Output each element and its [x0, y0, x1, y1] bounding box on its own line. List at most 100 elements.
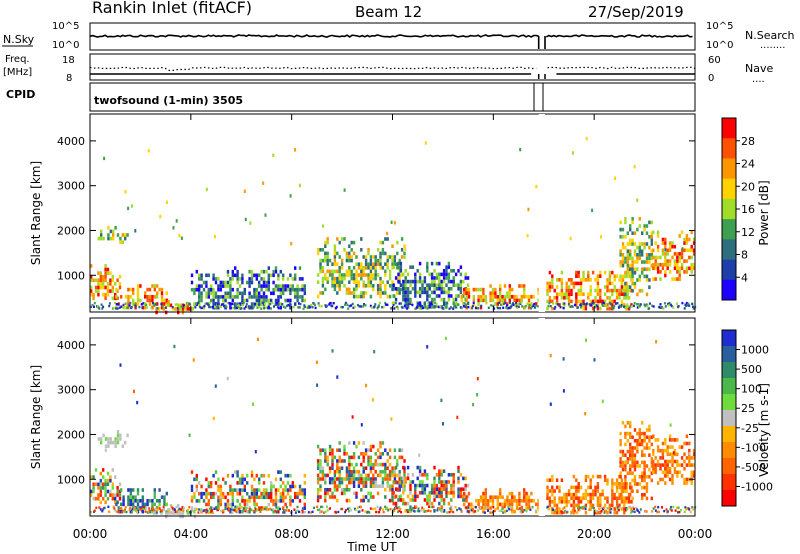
echo-cell	[397, 506, 400, 509]
echo-cell	[440, 290, 443, 295]
echo-cell	[681, 301, 684, 305]
echo-cell	[340, 262, 344, 266]
echo-cell	[333, 276, 337, 281]
echo-cell	[321, 477, 325, 481]
echo-cell	[638, 253, 641, 257]
colorbar-segment	[722, 490, 736, 507]
x-axis-label: Time UT	[346, 540, 397, 554]
echo-cell	[472, 509, 475, 514]
echo-cell	[428, 305, 431, 309]
echo-cell	[253, 502, 256, 507]
echo-cell	[587, 303, 590, 306]
echo-cell	[104, 444, 108, 448]
echo-cell	[421, 491, 424, 495]
echo-cell	[575, 296, 578, 300]
echo-cell	[217, 277, 220, 281]
echo-cell	[453, 303, 456, 306]
echo-cell	[423, 276, 427, 280]
echo-cell	[399, 261, 403, 266]
echo-cell	[297, 306, 300, 309]
echo-cell	[683, 237, 686, 242]
echo-cell	[222, 284, 225, 288]
echo-cell	[658, 306, 661, 309]
echo-cell	[388, 473, 392, 478]
echo-cell	[496, 495, 499, 499]
echo-cell	[509, 505, 512, 509]
echo-cell	[484, 495, 487, 499]
echo-cell	[272, 269, 275, 274]
echo-cell	[636, 267, 639, 271]
echo-cell	[142, 505, 145, 509]
echo-cell	[392, 294, 395, 298]
echo-cell	[294, 295, 297, 299]
echo-cell	[212, 295, 215, 299]
echo-cell	[352, 477, 356, 481]
echo-cell	[277, 273, 280, 278]
echo-cell	[391, 488, 394, 492]
echo-cell	[279, 302, 282, 306]
echo-cell	[165, 491, 168, 496]
echo-cell	[394, 494, 398, 499]
echo-cell	[428, 494, 431, 499]
echo-cell	[428, 283, 431, 287]
echo-cell	[594, 509, 597, 512]
echo-cell	[91, 304, 94, 307]
echo-cell	[570, 278, 573, 282]
colorbar-segment	[722, 198, 736, 220]
echo-cell	[238, 507, 241, 511]
echo-cell	[435, 272, 439, 277]
echo-cell	[210, 284, 213, 288]
echo-cell	[362, 441, 365, 445]
echo-cell	[111, 296, 114, 301]
echo-cell	[134, 304, 137, 308]
echo-cell	[338, 280, 341, 284]
echo-cell	[594, 278, 597, 282]
echo-cell	[116, 307, 119, 310]
echo-cell	[692, 452, 696, 457]
echo-cell	[619, 482, 622, 486]
echo-cell	[175, 505, 178, 509]
echo-cell	[641, 267, 644, 271]
echo-cell	[148, 302, 152, 306]
echo-cell	[274, 303, 277, 306]
echo-cell	[367, 273, 370, 277]
echo-cell	[457, 465, 460, 470]
echo-cell	[627, 500, 631, 504]
echo-cell	[234, 266, 237, 270]
echo-cell	[643, 245, 646, 250]
echo-cell	[212, 277, 215, 281]
echo-cell	[620, 281, 624, 286]
echo-cell	[262, 491, 266, 496]
echo-cell	[673, 244, 677, 249]
echo-cell	[530, 302, 533, 306]
echo-cell	[511, 502, 514, 507]
echo-cell	[528, 505, 531, 509]
echo-cell	[626, 253, 629, 257]
echo-cell	[331, 459, 334, 463]
echo-cell	[635, 506, 638, 510]
echo-cell	[572, 492, 576, 497]
echo-cell	[496, 306, 499, 310]
echo-cell	[190, 506, 194, 510]
echo-cell	[664, 302, 666, 305]
echo-cell	[97, 496, 100, 501]
echo-cell	[338, 240, 341, 245]
echo-cell	[263, 307, 266, 310]
echo-cell	[464, 305, 467, 308]
echo-cell	[485, 506, 488, 509]
echo-cell	[549, 305, 552, 308]
echo-cell	[99, 274, 102, 279]
echo-cell	[558, 489, 561, 493]
echo-cell	[631, 457, 634, 461]
echo-cell	[148, 507, 151, 510]
echo-cell	[633, 249, 637, 253]
echo-cell	[324, 452, 327, 456]
echo-cell	[433, 287, 436, 291]
echo-cell	[659, 463, 662, 467]
echo-cell	[482, 298, 485, 303]
echo-cell	[193, 491, 196, 496]
echo-cell	[415, 306, 418, 309]
echo-cell	[222, 509, 225, 512]
echo-cell	[350, 255, 353, 259]
echo-cell	[562, 389, 565, 393]
